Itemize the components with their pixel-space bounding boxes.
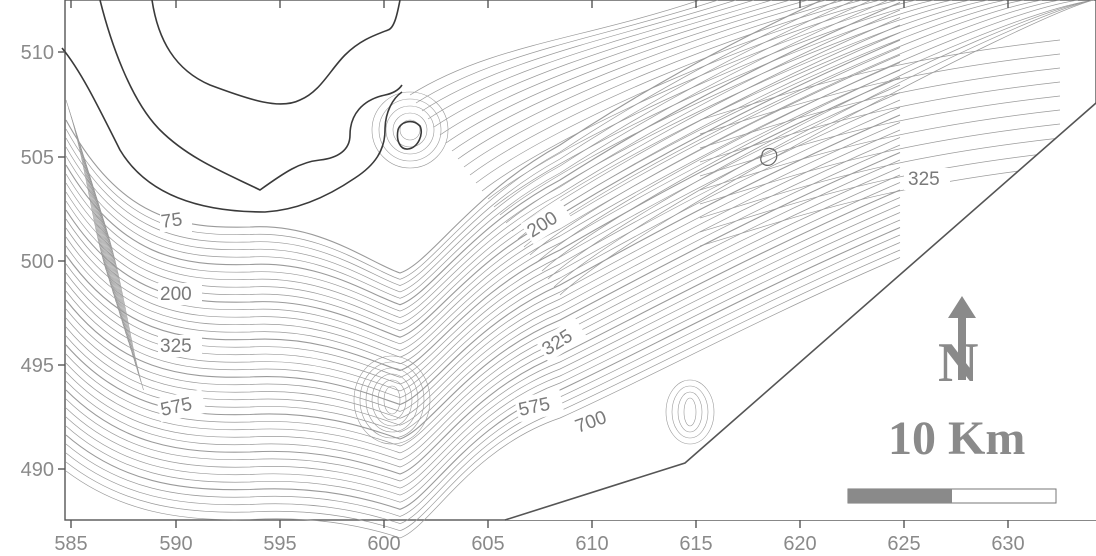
- bold-contours: [61, 0, 778, 213]
- y-tick-label: 500: [21, 251, 54, 273]
- north-letter: N: [938, 332, 978, 394]
- x-tick-label: 600: [367, 533, 400, 555]
- scale-label: 10 Km: [888, 412, 1025, 465]
- north-arrow: N: [938, 296, 978, 394]
- x-tick-label: 590: [159, 533, 192, 555]
- x-tick-label: 595: [263, 533, 296, 555]
- scale-bar-filled-segment: [848, 489, 952, 503]
- contour-label: 325: [908, 169, 940, 190]
- y-tick-label: 510: [21, 42, 54, 64]
- contour-label: 75: [160, 209, 184, 233]
- no-data-region: [505, 103, 1096, 520]
- x-tick-label: 615: [679, 533, 712, 555]
- north-arrow-icon: [948, 296, 976, 380]
- x-tick-label: 620: [783, 533, 816, 555]
- y-tick-label: 495: [21, 355, 54, 377]
- x-tick-label: 605: [471, 533, 504, 555]
- x-tick-label: 625: [887, 533, 920, 555]
- contour-label: 700: [573, 407, 610, 438]
- contour-label: 325: [160, 336, 192, 357]
- y-tick-label: 490: [21, 459, 54, 481]
- x-tick-label: 585: [54, 533, 87, 555]
- x-tick-label: 630: [991, 533, 1024, 555]
- data-boundary-line: [504, 102, 1096, 521]
- scale-bar: 10 Km: [847, 412, 1057, 504]
- x-tick-label: 610: [575, 533, 608, 555]
- contour-lines: [65, 0, 1095, 539]
- y-tick-label: 505: [21, 147, 54, 169]
- contour-label: 200: [160, 284, 192, 305]
